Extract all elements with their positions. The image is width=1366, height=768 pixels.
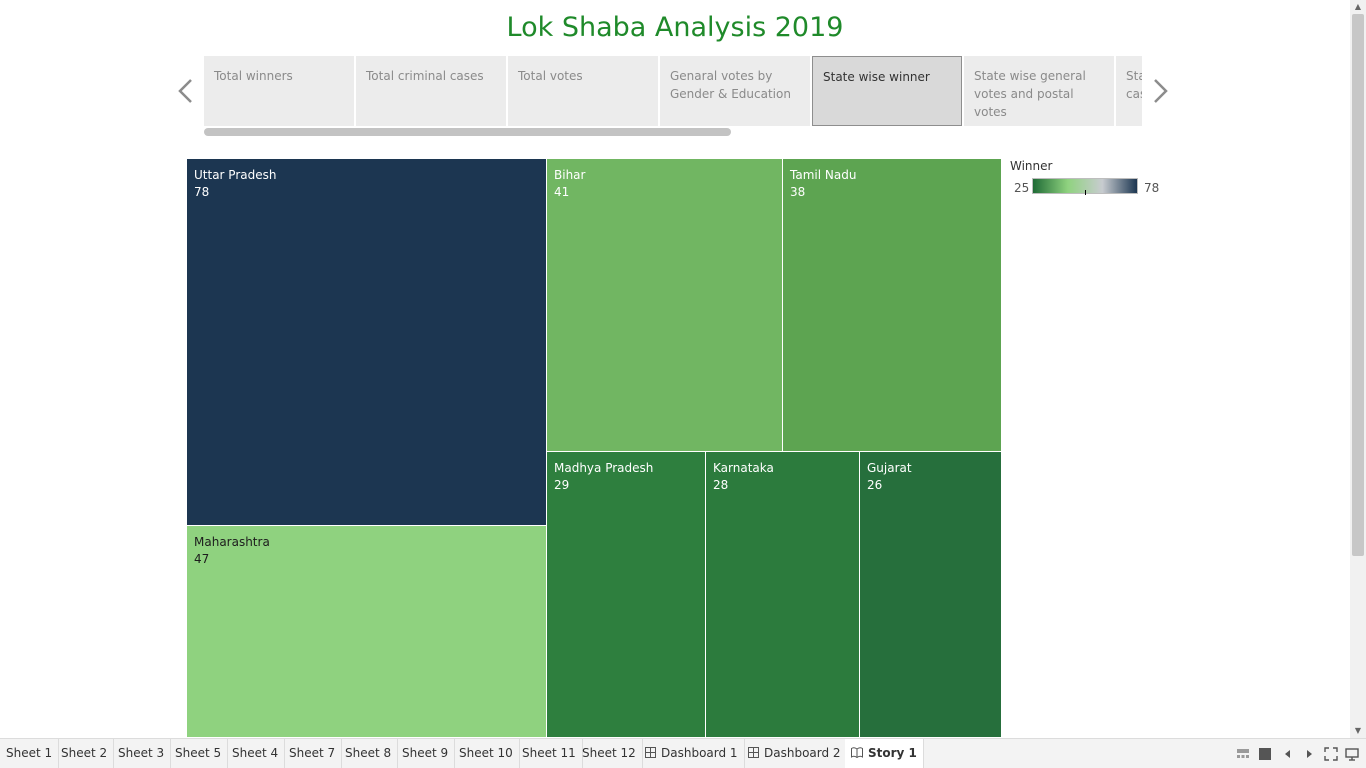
story-book-icon <box>851 740 863 768</box>
sheet-tab-label: Story 1 <box>868 746 917 760</box>
tile-state-label: Maharashtra <box>194 535 270 549</box>
tile-value-label: 41 <box>554 185 570 199</box>
sheet-tab-label: Sheet 1 <box>6 746 53 760</box>
show-tabs-icon[interactable] <box>1258 747 1272 761</box>
previous-sheet-icon[interactable] <box>1281 747 1295 761</box>
sheet-tab-label: Sheet 8 <box>345 746 392 760</box>
sheet-tab-label: Sheet 5 <box>175 746 222 760</box>
sheet-tab-label: Sheet 9 <box>402 746 449 760</box>
sheet-tab-label: Sheet 10 <box>459 746 513 760</box>
sheet-tab-sheet-9[interactable]: Sheet 9 <box>396 739 456 768</box>
legend-gradient-bar <box>1032 178 1138 195</box>
sheet-tab-sheet-5[interactable]: Sheet 5 <box>169 739 229 768</box>
sheet-tab-label: Dashboard 2 <box>764 746 841 760</box>
legend-marker <box>1085 190 1086 195</box>
presentation-mode-icon[interactable] <box>1345 747 1359 761</box>
sheet-tab-label: Dashboard 1 <box>661 746 738 760</box>
story-point-3[interactable]: Total votes <box>508 56 658 126</box>
tile-value-label: 38 <box>790 185 806 199</box>
sheet-tab-sheet-4[interactable]: Sheet 4 <box>226 739 286 768</box>
treemap-tile-gujarat[interactable]: Gujarat 26 <box>860 452 1002 738</box>
legend-title: Winner <box>1010 159 1053 173</box>
sheet-tab-sheet-10[interactable]: Sheet 10 <box>453 739 520 768</box>
sheet-tab-sheet-1[interactable]: Sheet 1 <box>0 739 60 768</box>
sheet-tab-label: Sheet 7 <box>289 746 336 760</box>
tile-value-label: 28 <box>713 478 729 492</box>
sheet-tab-label: Sheet 4 <box>232 746 279 760</box>
sheet-tab-label: Sheet 12 <box>582 746 636 760</box>
tile-value-label: 47 <box>194 552 210 566</box>
sheet-tab-sheet-12[interactable]: Sheet 12 <box>576 739 643 768</box>
sheet-tab-sheet-2[interactable]: Sheet 2 <box>55 739 115 768</box>
sheet-tab-dashboard-1[interactable]: Dashboard 1 <box>639 739 745 768</box>
sheet-tab-dashboard-2[interactable]: Dashboard 2 <box>742 739 848 768</box>
story-title: Lok Shaba Analysis 2019 <box>506 12 844 43</box>
treemap-chart: Uttar Pradesh 78 Maharashtra 47 Bihar 41 Tamil… <box>187 159 1002 738</box>
fullscreen-icon[interactable] <box>1324 747 1338 761</box>
story-point-7[interactable]: State wise criminal cases <box>1116 56 1142 126</box>
tile-state-label: Bihar <box>554 168 586 182</box>
sheet-tab-label: Sheet 11 <box>522 746 576 760</box>
tile-state-label: Madhya Pradesh <box>554 461 654 475</box>
story-point-4[interactable]: Genaral votes by Gender & Education <box>660 56 810 126</box>
scroll-up-icon[interactable]: ▲ <box>1354 2 1362 11</box>
vertical-scrollbar[interactable]: ▲ ▼ <box>1350 0 1366 738</box>
treemap-tile-karnataka[interactable]: Karnataka 28 <box>706 452 860 738</box>
tile-state-label: Uttar Pradesh <box>194 168 277 182</box>
story-point-6[interactable]: State wise general votes and postal vote… <box>964 56 1114 126</box>
sheet-tab-sheet-3[interactable]: Sheet 3 <box>112 739 172 768</box>
color-legend: Winner 25 78 <box>1010 159 1170 199</box>
chevron-right-icon[interactable] <box>1148 76 1172 106</box>
treemap-tile-uttar-pradesh[interactable]: Uttar Pradesh 78 <box>187 159 547 526</box>
sheet-tab-sheet-7[interactable]: Sheet 7 <box>283 739 343 768</box>
treemap-tile-tamil-nadu[interactable]: Tamil Nadu 38 <box>783 159 1002 452</box>
tile-state-label: Gujarat <box>867 461 912 475</box>
story-point-5[interactable]: State wise winner <box>812 56 962 126</box>
show-filmstrip-icon[interactable] <box>1236 747 1250 761</box>
story-navigator: Total winners Total criminal cases Total v… <box>204 56 1142 126</box>
tile-state-label: Karnataka <box>713 461 774 475</box>
next-sheet-icon[interactable] <box>1302 747 1316 761</box>
story-navigator-scrollbar[interactable] <box>204 128 731 136</box>
treemap-tile-bihar[interactable]: Bihar 41 <box>547 159 783 452</box>
treemap-tile-maharashtra[interactable]: Maharashtra 47 <box>187 526 547 738</box>
story-point-1[interactable]: Total winners <box>204 56 354 126</box>
sheet-tab-label: Sheet 2 <box>61 746 108 760</box>
chevron-left-icon[interactable] <box>174 76 198 106</box>
tile-value-label: 26 <box>867 478 883 492</box>
treemap-tile-madhya-pradesh[interactable]: Madhya Pradesh 29 <box>547 452 706 738</box>
tile-value-label: 29 <box>554 478 570 492</box>
scroll-down-icon[interactable]: ▼ <box>1354 726 1362 735</box>
dashboard-icon <box>645 740 656 768</box>
tile-value-label: 78 <box>194 185 210 199</box>
sheet-tab-label: Sheet 3 <box>118 746 165 760</box>
legend-max-label: 78 <box>1144 181 1160 195</box>
legend-min-label: 25 <box>1014 181 1030 195</box>
story-point-2[interactable]: Total criminal cases <box>356 56 506 126</box>
sheet-tab-sheet-11[interactable]: Sheet 11 <box>516 739 583 768</box>
sheet-tab-sheet-8[interactable]: Sheet 8 <box>339 739 399 768</box>
scrollbar-thumb[interactable] <box>1352 14 1364 556</box>
sheet-tab-story-1[interactable]: Story 1 <box>845 739 924 768</box>
sheet-tab-bar: Sheet 1 Sheet 2 Sheet 3 Sheet 5 Sheet 4 Sheet… <box>0 738 1366 768</box>
tile-state-label: Tamil Nadu <box>790 168 857 182</box>
dashboard-icon <box>748 740 759 768</box>
